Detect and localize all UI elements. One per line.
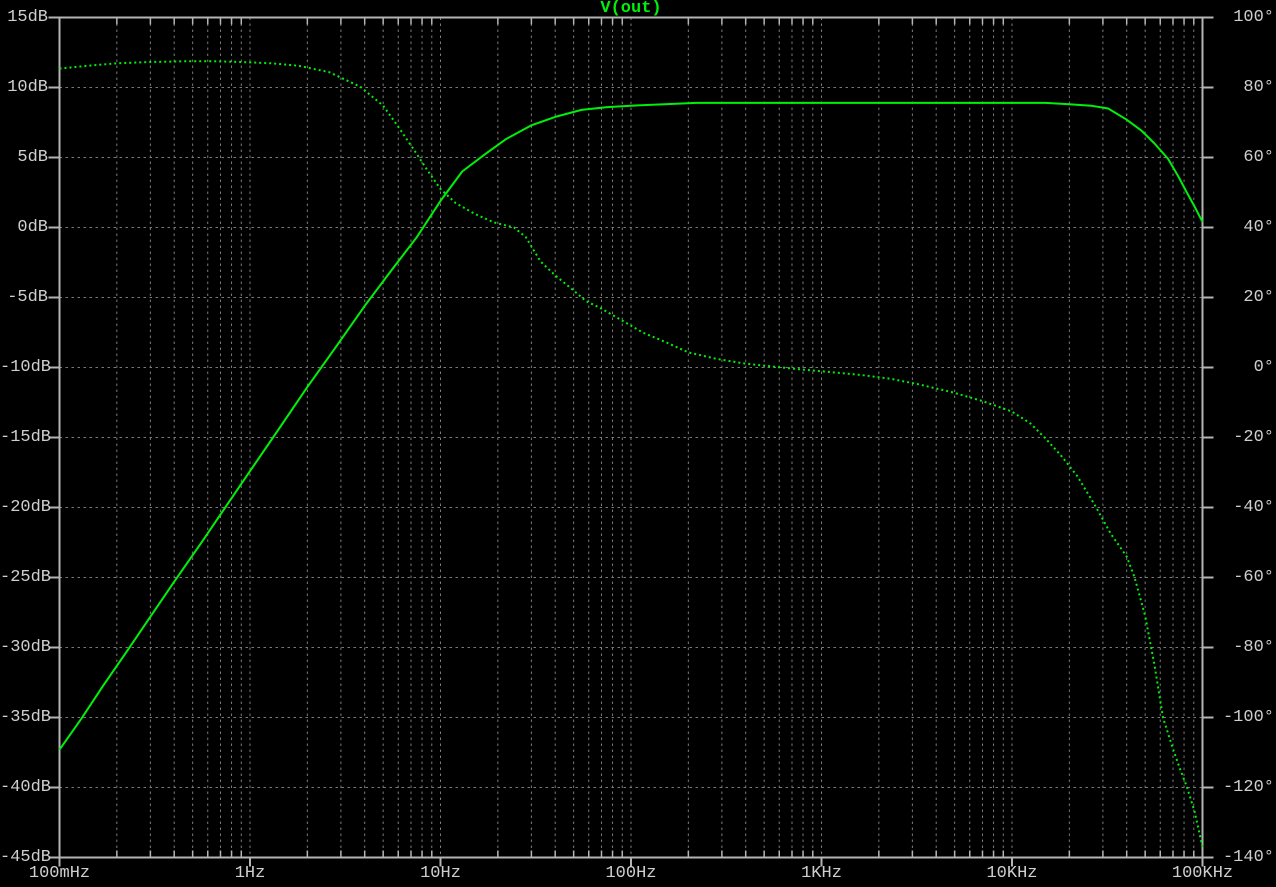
y-right-tick-label: 80° <box>1243 77 1274 97</box>
y-left-tick-label: 10dB <box>7 77 48 97</box>
x-tick-label: 10Hz <box>420 864 461 883</box>
y-left-tick-label: -5dB <box>7 287 48 307</box>
plot-border <box>58 16 1204 859</box>
x-tick-label: 1Hz <box>234 864 266 883</box>
x-tick-label: 100mHz <box>28 864 91 883</box>
y-left-tick-label: 15dB <box>7 7 48 27</box>
y-right-tick-label: -140° <box>1222 847 1274 867</box>
y-right-tick-label: 20° <box>1243 287 1274 307</box>
y-left-tick-label: -40dB <box>0 777 52 797</box>
y-right-tick-label: -100° <box>1222 707 1274 727</box>
y-right-tick-label: -80° <box>1233 637 1274 657</box>
x-tick-label: 10KHz <box>986 864 1038 883</box>
y-left-tick-label: -20dB <box>0 497 52 517</box>
y-right-tick-label: -40° <box>1233 497 1274 517</box>
grid-lines <box>59 17 1203 858</box>
y-left-tick-label: 0dB <box>17 217 48 237</box>
y-right-tick-label: 100° <box>1233 7 1274 27</box>
trace-legend-vout[interactable]: V(out) <box>600 0 662 18</box>
y-right-tick-label: 40° <box>1243 217 1274 237</box>
y-right-tick-label: 60° <box>1243 147 1274 167</box>
y-right-tick-label: -60° <box>1233 567 1274 587</box>
y-right-tick-label: -20° <box>1233 427 1274 447</box>
y-left-tick-label: -30dB <box>0 637 52 657</box>
y-right-tick-label: 0° <box>1253 357 1274 377</box>
y-left-tick-label: 5dB <box>17 147 48 167</box>
phase-trace <box>59 60 1204 848</box>
y-left-tick-label: -15dB <box>0 427 52 447</box>
x-tick-label: 1KHz <box>801 864 842 883</box>
y-left-tick-label: -45dB <box>0 847 52 867</box>
y-right-tick-label: -120° <box>1222 777 1274 797</box>
y-left-tick-label: -10dB <box>0 357 52 377</box>
x-tick-label: 100Hz <box>605 864 657 883</box>
magnitude-trace <box>58 101 1204 751</box>
y-left-tick-label: -35dB <box>0 707 52 727</box>
y-left-tick-label: -25dB <box>0 567 52 587</box>
traces <box>58 60 1204 848</box>
axis-ticks <box>48 16 1214 867</box>
x-tick-label: 100KHz <box>1171 864 1234 883</box>
